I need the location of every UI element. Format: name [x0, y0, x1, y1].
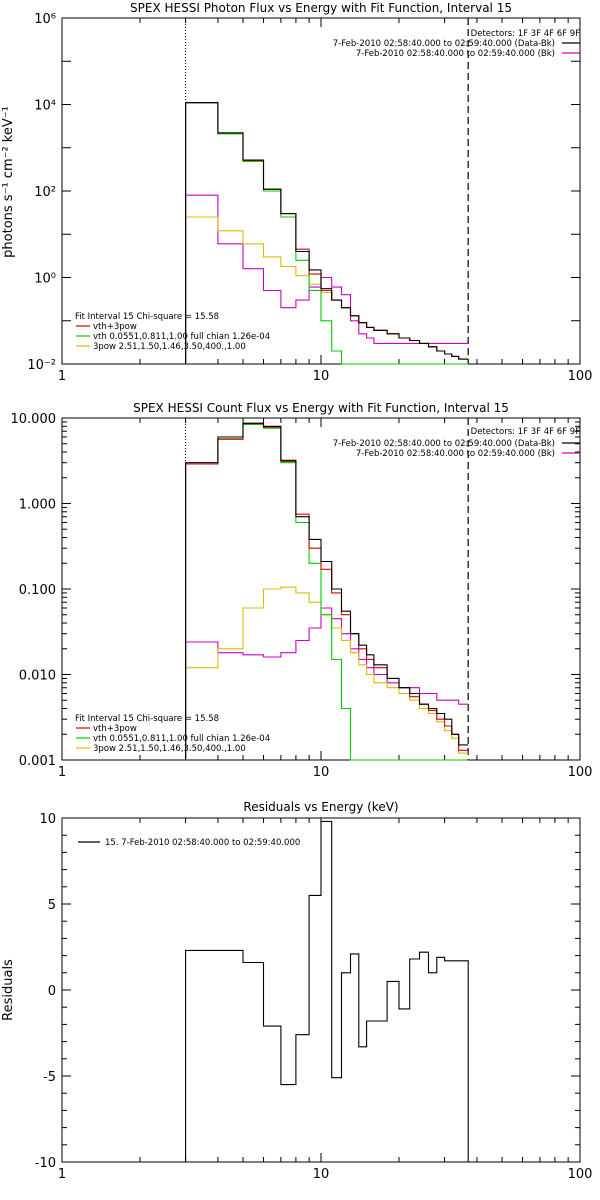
legend-bottom-label-0: Fit Interval 15 Chi-square = 15.58: [75, 312, 219, 322]
series-line-0: [185, 820, 469, 1162]
legend-top-label-0: 7-Feb-2010 02:58:40.000 to 02:59:40.000 …: [333, 439, 555, 449]
x-tick-label: 1: [58, 369, 66, 384]
x-tick-label: 1: [58, 1167, 66, 1182]
series-line-2: [185, 423, 469, 760]
x-tick-label: 10: [313, 765, 330, 780]
residuals-panel: Residuals vs Energy (keV) Residuals 15. …: [1, 800, 592, 1182]
y-tick-label: 0.010: [19, 669, 56, 684]
x-tick-label: 100: [568, 765, 593, 780]
x-tick-label: 1: [58, 765, 66, 780]
count-flux-panel: SPEX HESSI Count Flux vs Energy with Fit…: [11, 401, 593, 780]
y-tick-label: 0.100: [19, 583, 56, 598]
detectors-label: Detectors: 1F 3F 4F 6F 9F: [471, 427, 580, 437]
legend-bottom-label-2: vth 0.0551,0.811,1.00 full chian 1.26e-0…: [93, 734, 270, 744]
y-axis-label: Residuals: [1, 959, 16, 1021]
legend-top-label-1: 7-Feb-2010 02:58:40.000 to 02:59:40.000 …: [356, 449, 555, 459]
series-line-1: [185, 194, 469, 364]
x-tick-label: 10: [313, 1167, 330, 1182]
y-tick-label: 10⁰: [34, 272, 56, 287]
y-tick-label: 0: [48, 984, 56, 999]
y-tick-label: -10: [35, 1156, 56, 1171]
y-tick-label: 10²: [34, 185, 56, 200]
legend-bottom-label-0: Fit Interval 15 Chi-square = 15.58: [75, 714, 219, 724]
legend-bottom-label-3: 3pow 2.51,1.50,1.46,3.50,400.,1.00: [93, 744, 246, 754]
series-line-3: [185, 102, 469, 365]
y-tick-label: -5: [43, 1070, 56, 1085]
y-tick-label: 10⁴: [34, 99, 56, 114]
chart-title: Residuals vs Energy (keV): [243, 800, 398, 814]
legend-bottom-label-1: vth+3pow: [93, 322, 137, 332]
series-line-3: [185, 423, 469, 761]
series-line-0: [185, 102, 469, 364]
legend-bottom-label-2: vth 0.0551,0.811,1.00 full chian 1.26e-0…: [93, 332, 270, 342]
y-tick-label: 5: [48, 898, 56, 913]
x-tick-label: 100: [568, 1167, 593, 1182]
y-tick-label: 10: [39, 812, 56, 827]
x-tick-label: 100: [568, 369, 593, 384]
series-line-0: [185, 422, 469, 760]
chart-title: SPEX HESSI Count Flux vs Energy with Fit…: [133, 401, 509, 415]
y-tick-label: 10⁶: [34, 12, 56, 27]
legend-top-label-0: 7-Feb-2010 02:58:40.000 to 02:59:40.000 …: [333, 39, 555, 49]
series-line-2: [185, 102, 469, 364]
legend-label-0: 15. 7-Feb-2010 02:58:40.000 to 02:59:40.…: [105, 838, 300, 848]
x-tick-label: 10: [313, 369, 330, 384]
legend-bottom-label-1: vth+3pow: [93, 724, 137, 734]
y-tick-label: 10⁻²: [27, 358, 56, 373]
chart-title: SPEX HESSI Photon Flux vs Energy with Fi…: [130, 1, 512, 15]
y-tick-label: 1.000: [19, 498, 56, 513]
y-tick-label: 10.000: [11, 412, 57, 427]
y-axis-label: photons s⁻¹ cm⁻² keV⁻¹: [1, 106, 16, 258]
photon-flux-panel: SPEX HESSI Photon Flux vs Energy with Fi…: [1, 1, 592, 384]
y-tick-label: 0.001: [19, 754, 56, 769]
legend-bottom-label-3: 3pow 2.51,1.50,1.46,3.50,400.,1.00: [93, 342, 246, 352]
legend-top-label-1: 7-Feb-2010 02:58:40.000 to 02:59:40.000 …: [356, 49, 555, 59]
detectors-label: Detectors: 1F 3F 4F 6F 9F: [471, 29, 580, 39]
